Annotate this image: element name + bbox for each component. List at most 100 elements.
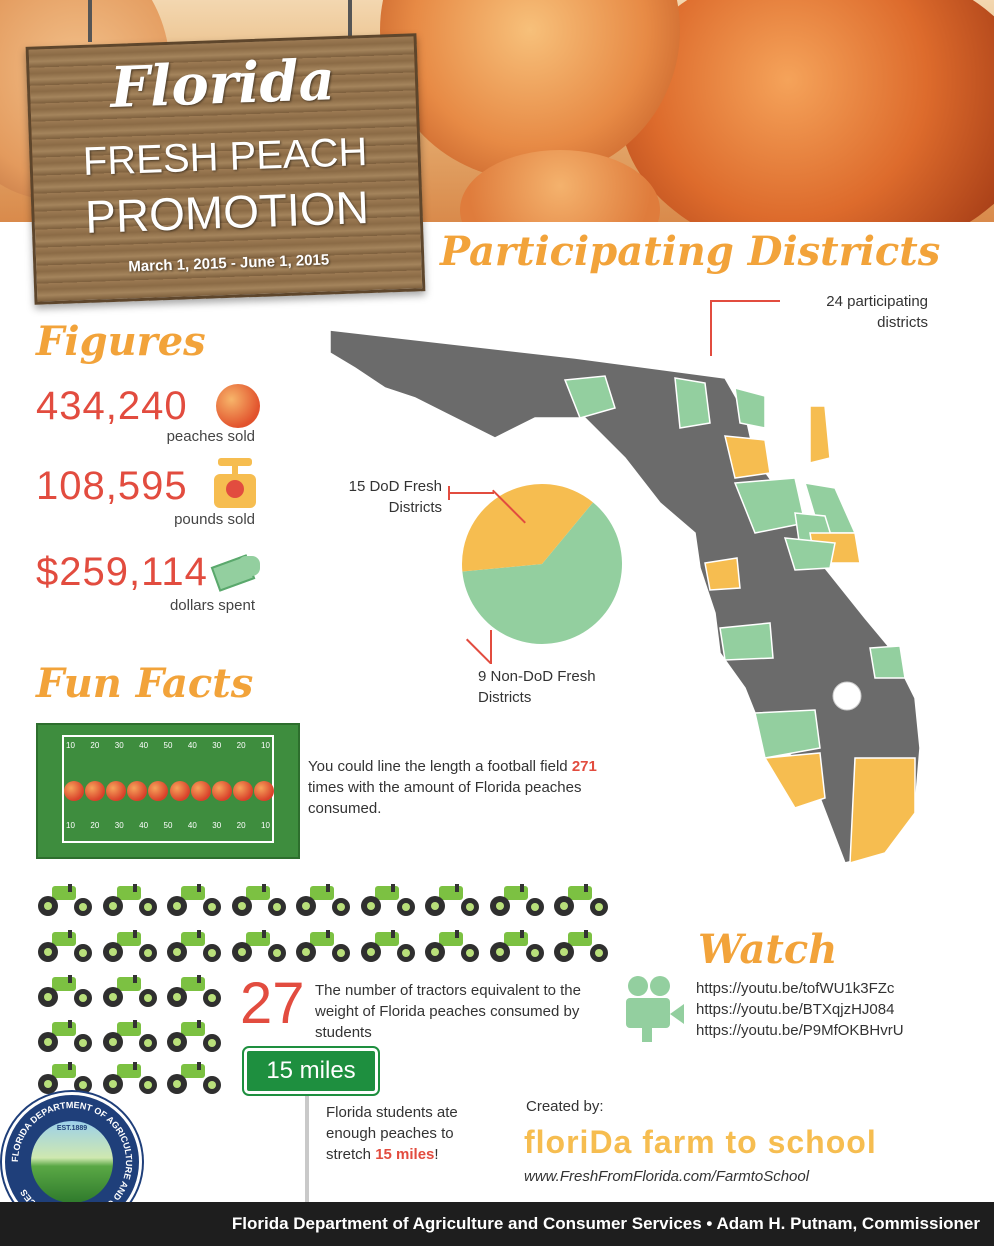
tractor-icon — [489, 930, 546, 962]
peach-icon — [148, 781, 169, 801]
tractor-icon — [38, 1020, 94, 1052]
peach-icon — [253, 781, 274, 801]
map-district-dod — [563, 375, 616, 419]
sign-chain-left — [88, 0, 92, 42]
districts-heading: Participating Districts — [440, 228, 941, 275]
yard-number: 30 — [114, 741, 124, 750]
peach-row — [64, 781, 274, 805]
peach-icon — [211, 781, 232, 801]
tractor-icon — [554, 930, 610, 962]
football-field: 10 20 30 40 50 40 30 20 10 10 20 30 40 50 40 30 20 10 — [36, 723, 300, 859]
miles-fact: Florida students ate enough peaches to s… — [326, 1102, 496, 1165]
tractor-icon — [102, 975, 159, 1007]
pie-slice-nondod — [462, 484, 593, 572]
yard-number: 20 — [90, 821, 100, 830]
brand-logo-text: floriDa farm to school — [524, 1124, 877, 1160]
yard-number: 40 — [139, 821, 149, 830]
map-district-nondod — [724, 435, 771, 479]
map-district-dod — [734, 386, 766, 429]
pie-slice-dod — [462, 502, 622, 644]
title-sign: Florida FRESH PEACH PROMOTION March 1, 2… — [25, 33, 426, 305]
created-by-label: Created by: — [526, 1098, 604, 1115]
sign-chain-right — [348, 0, 352, 42]
map-district-dod — [783, 537, 836, 571]
tractor-icon — [167, 1020, 223, 1052]
callout-total: 24 participating districts — [826, 293, 928, 331]
tractor-icon — [296, 930, 352, 962]
tractor-icon — [425, 884, 481, 916]
video-link-3[interactable]: https://youtu.be/P9MfOKBHvrU — [696, 1022, 904, 1039]
peach-icon — [85, 781, 106, 801]
tractor-icon — [102, 930, 159, 962]
video-camera-icon — [626, 976, 686, 1042]
watch-heading: Watch — [698, 926, 838, 973]
callout-line-total — [710, 300, 712, 356]
title-script: Florida — [109, 47, 336, 121]
tractor-icon — [167, 1062, 223, 1094]
yard-number: 40 — [187, 821, 197, 830]
scale-icon — [214, 458, 256, 508]
callout-dod: 15 DoD Fresh Districts — [348, 478, 442, 516]
map-district-nondod — [763, 752, 826, 809]
football-fact-post: times with the amount of Florida peaches… — [308, 779, 582, 817]
peach-icon — [216, 384, 260, 428]
tractor-icon — [425, 930, 481, 962]
peach-icon — [106, 781, 127, 801]
yard-number: 10 — [66, 741, 75, 750]
tractor-icon — [167, 975, 223, 1007]
yard-number: 20 — [236, 741, 246, 750]
video-link-2[interactable]: https://youtu.be/BTXqjzHJ084 — [696, 1001, 895, 1018]
yard-number: 20 — [90, 741, 100, 750]
map-district-nondod — [704, 557, 741, 591]
map-district-dod — [674, 377, 711, 429]
tractor-icon — [167, 930, 223, 962]
tractor-icon — [38, 930, 94, 962]
peach-icon — [127, 781, 148, 801]
tractor-icon — [38, 975, 94, 1007]
callout-nondod: 9 Non-DoD Fresh Districts — [478, 668, 596, 706]
tractor-icon — [38, 884, 94, 916]
yard-numbers-top: 10 20 30 40 50 40 30 20 10 — [66, 741, 270, 755]
peach-icon — [232, 781, 253, 801]
miles-fact-number: 15 miles — [375, 1146, 435, 1163]
tractor-count: 27 — [240, 971, 305, 1036]
tractor-icon — [102, 1020, 159, 1052]
road-sign: 15 miles — [242, 1046, 380, 1096]
tractor-icon — [231, 930, 288, 962]
map-district-dod — [869, 645, 906, 679]
figure-dollars-label: dollars spent — [169, 597, 255, 614]
tractor-icon — [489, 884, 546, 916]
fun-facts-heading: Fun Facts — [36, 660, 254, 707]
hero-peach-photo — [0, 0, 994, 222]
video-link-1[interactable]: https://youtu.be/tofWU1k3FZc — [696, 980, 895, 997]
yard-number: 40 — [139, 741, 149, 750]
peach-icon — [169, 781, 190, 801]
yard-number: 50 — [163, 741, 173, 750]
brand-url[interactable]: www.FreshFromFlorida.com/FarmtoSchool — [524, 1168, 810, 1185]
florida-district-map — [329, 329, 921, 865]
yard-number: 30 — [212, 741, 222, 750]
yard-number: 10 — [261, 821, 270, 830]
map-district-nondod — [809, 405, 831, 464]
figure-peaches-value: 434,240 — [36, 384, 188, 428]
tractor-icon — [554, 884, 610, 916]
tractor-icon — [38, 1062, 94, 1094]
tractor-icon — [360, 930, 417, 962]
peach-icon — [64, 781, 84, 801]
yard-numbers-bottom: 10 20 30 40 50 40 30 20 10 — [66, 821, 270, 835]
peach-photo-right — [620, 0, 994, 222]
figure-pounds-value: 108,595 — [36, 464, 188, 508]
figure-peaches-label: peaches sold — [166, 428, 255, 445]
yard-number: 10 — [261, 741, 270, 750]
yard-number: 20 — [236, 821, 246, 830]
football-fact: You could line the length a football fie… — [308, 756, 600, 819]
money-icon — [210, 554, 262, 592]
title-line2: PROMOTION — [84, 181, 370, 243]
map-lake-okeechobee — [832, 681, 862, 711]
callout-dod-tick — [448, 486, 450, 500]
map-district-nondod — [849, 757, 916, 865]
yard-number: 40 — [187, 741, 197, 750]
yard-number: 30 — [212, 821, 222, 830]
footer-bar: Florida Department of Agriculture and Co… — [0, 1202, 994, 1246]
tractor-icon — [296, 884, 352, 916]
